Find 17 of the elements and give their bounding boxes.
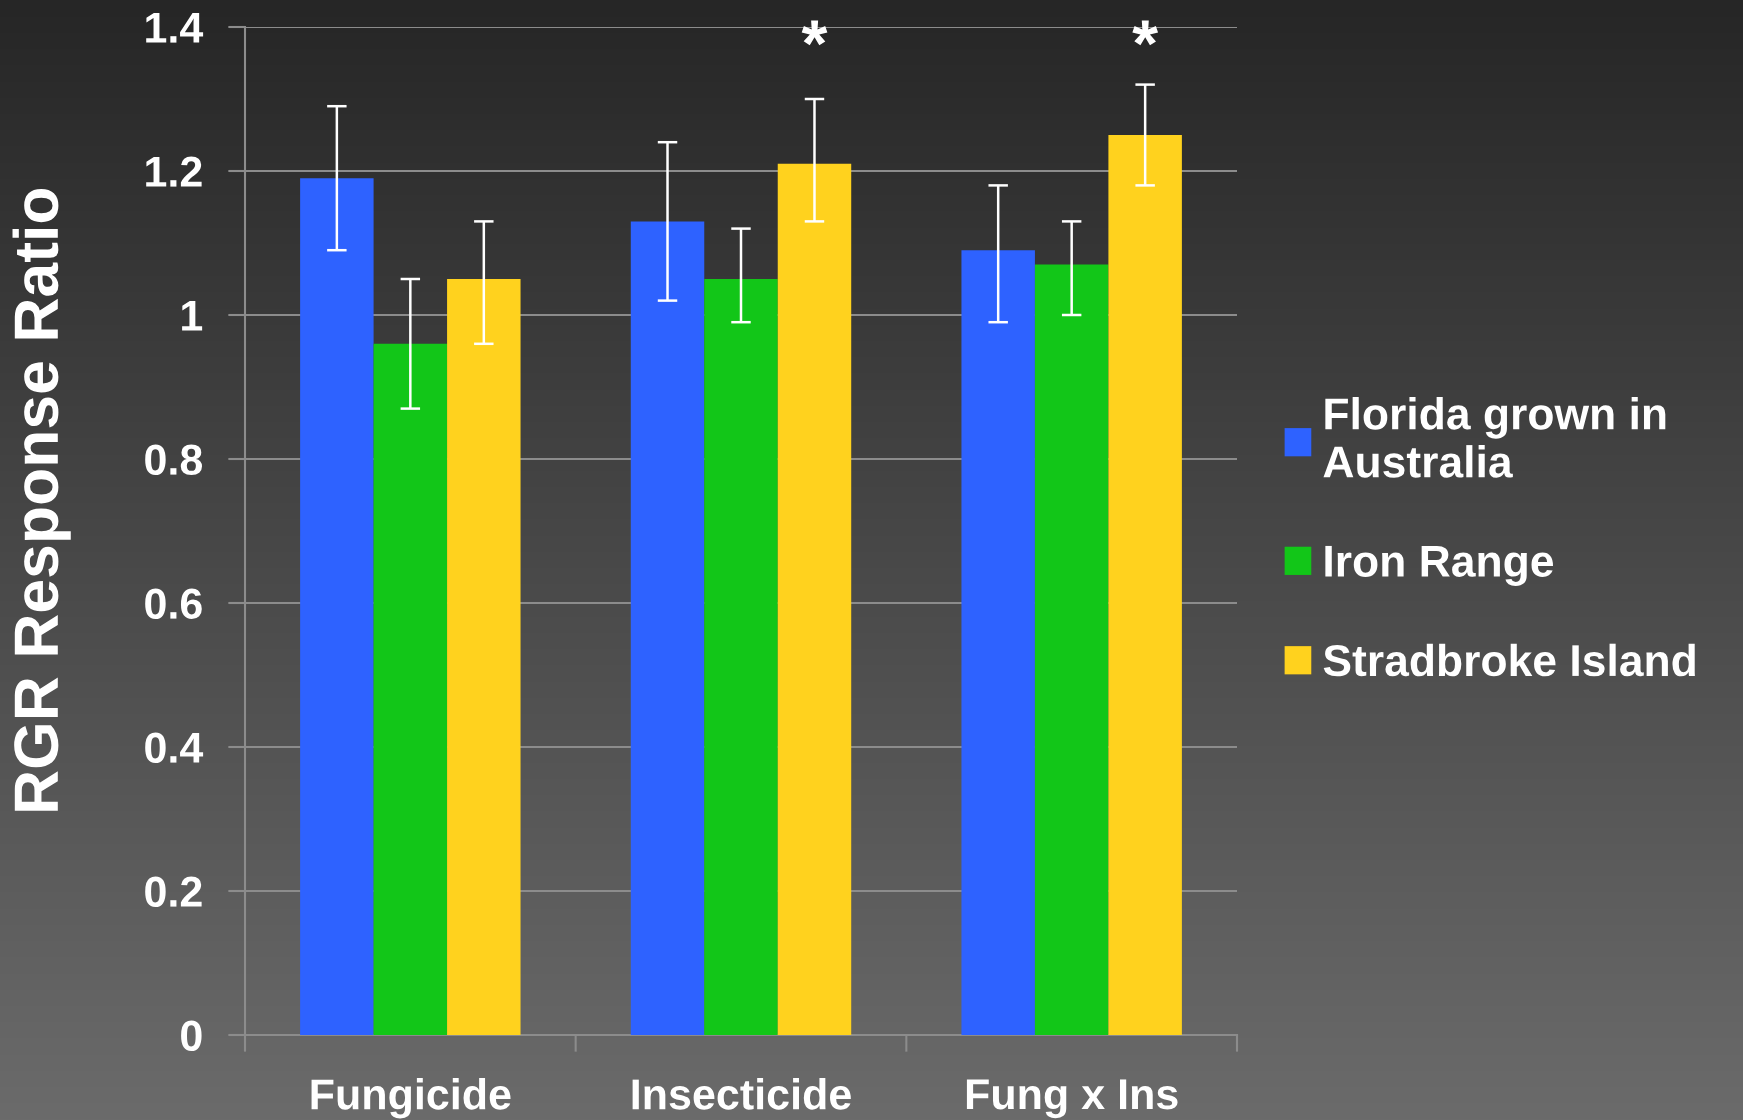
y-tick-label: 0.6 (145, 588, 202, 620)
y-axis-title: RGR Response Ratio (12, 188, 71, 811)
legend-label: Iron Range (1325, 545, 1553, 586)
y-tick-label: 0 (181, 1020, 202, 1052)
x-tick-label: Fung x Ins (966, 1079, 1178, 1119)
y-tick-label: 0.8 (145, 444, 203, 476)
annotation: * (801, 20, 828, 46)
y-tick-label: 1.2 (146, 156, 202, 187)
legend-label: Stradbroke Island (1323, 643, 1695, 677)
x-tick-label: Fungicide (311, 1078, 511, 1119)
y-tick-label: 1.4 (146, 12, 204, 43)
y-tick-label: 0.4 (145, 732, 204, 764)
y-tick-label: 1 (182, 300, 203, 331)
x-tick-label: Insecticide (632, 1078, 851, 1110)
y-tick-label: 0.2 (145, 876, 202, 908)
legend-label: Florida grown in Australia (1323, 397, 1666, 478)
annotation: * (1132, 20, 1159, 46)
